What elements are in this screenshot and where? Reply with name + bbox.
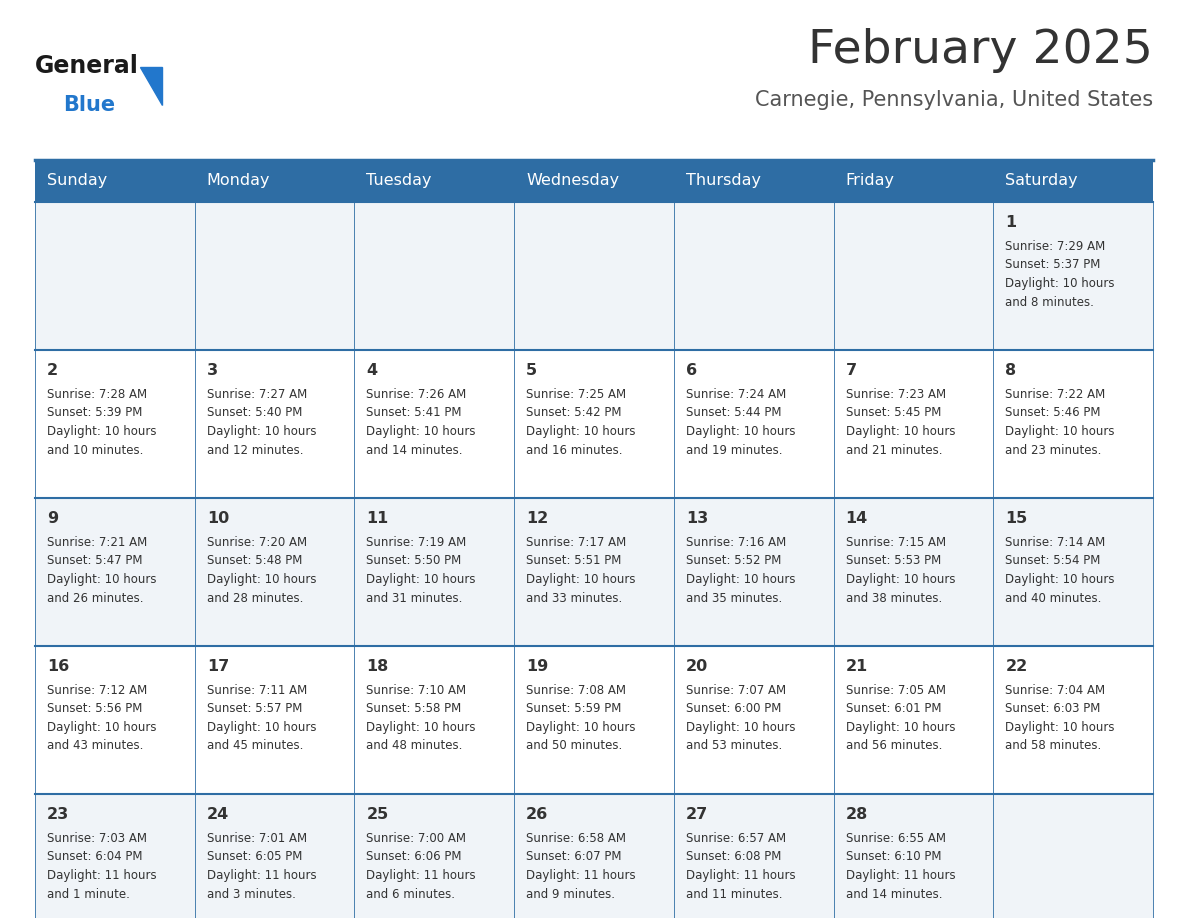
Text: 11: 11 xyxy=(366,511,388,526)
Text: Sunrise: 7:11 AM
Sunset: 5:57 PM
Daylight: 10 hours
and 45 minutes.: Sunrise: 7:11 AM Sunset: 5:57 PM Dayligh… xyxy=(207,684,316,753)
Text: Sunrise: 7:01 AM
Sunset: 6:05 PM
Daylight: 11 hours
and 3 minutes.: Sunrise: 7:01 AM Sunset: 6:05 PM Dayligh… xyxy=(207,832,316,901)
Text: Sunrise: 6:55 AM
Sunset: 6:10 PM
Daylight: 11 hours
and 14 minutes.: Sunrise: 6:55 AM Sunset: 6:10 PM Dayligh… xyxy=(846,832,955,901)
Text: Carnegie, Pennsylvania, United States: Carnegie, Pennsylvania, United States xyxy=(754,90,1154,110)
Text: Sunday: Sunday xyxy=(48,174,107,188)
Bar xyxy=(34,646,1154,794)
Text: General: General xyxy=(34,54,139,78)
Text: 17: 17 xyxy=(207,659,229,674)
Text: 28: 28 xyxy=(846,807,867,822)
Bar xyxy=(34,498,1154,646)
Bar xyxy=(514,160,674,202)
Bar xyxy=(354,160,514,202)
Text: Sunrise: 7:28 AM
Sunset: 5:39 PM
Daylight: 10 hours
and 10 minutes.: Sunrise: 7:28 AM Sunset: 5:39 PM Dayligh… xyxy=(48,388,157,456)
Text: 20: 20 xyxy=(685,659,708,674)
Text: Sunrise: 7:20 AM
Sunset: 5:48 PM
Daylight: 10 hours
and 28 minutes.: Sunrise: 7:20 AM Sunset: 5:48 PM Dayligh… xyxy=(207,536,316,604)
Text: 13: 13 xyxy=(685,511,708,526)
Text: 16: 16 xyxy=(48,659,69,674)
Text: Sunrise: 7:26 AM
Sunset: 5:41 PM
Daylight: 10 hours
and 14 minutes.: Sunrise: 7:26 AM Sunset: 5:41 PM Dayligh… xyxy=(366,388,476,456)
Text: 2: 2 xyxy=(48,363,58,378)
Text: 7: 7 xyxy=(846,363,857,378)
Text: 21: 21 xyxy=(846,659,867,674)
Bar xyxy=(834,160,993,202)
Text: Sunrise: 7:22 AM
Sunset: 5:46 PM
Daylight: 10 hours
and 23 minutes.: Sunrise: 7:22 AM Sunset: 5:46 PM Dayligh… xyxy=(1005,388,1114,456)
Text: 4: 4 xyxy=(366,363,378,378)
Text: Sunrise: 7:08 AM
Sunset: 5:59 PM
Daylight: 10 hours
and 50 minutes.: Sunrise: 7:08 AM Sunset: 5:59 PM Dayligh… xyxy=(526,684,636,753)
Text: Sunrise: 7:17 AM
Sunset: 5:51 PM
Daylight: 10 hours
and 33 minutes.: Sunrise: 7:17 AM Sunset: 5:51 PM Dayligh… xyxy=(526,536,636,604)
Bar xyxy=(195,160,354,202)
Text: 18: 18 xyxy=(366,659,388,674)
Text: Sunrise: 7:04 AM
Sunset: 6:03 PM
Daylight: 10 hours
and 58 minutes.: Sunrise: 7:04 AM Sunset: 6:03 PM Dayligh… xyxy=(1005,684,1114,753)
Bar xyxy=(34,350,1154,498)
Bar xyxy=(34,794,1154,918)
Text: Sunrise: 7:07 AM
Sunset: 6:00 PM
Daylight: 10 hours
and 53 minutes.: Sunrise: 7:07 AM Sunset: 6:00 PM Dayligh… xyxy=(685,684,795,753)
Text: Sunrise: 7:29 AM
Sunset: 5:37 PM
Daylight: 10 hours
and 8 minutes.: Sunrise: 7:29 AM Sunset: 5:37 PM Dayligh… xyxy=(1005,240,1114,308)
Text: Sunrise: 7:21 AM
Sunset: 5:47 PM
Daylight: 10 hours
and 26 minutes.: Sunrise: 7:21 AM Sunset: 5:47 PM Dayligh… xyxy=(48,536,157,604)
Text: 25: 25 xyxy=(366,807,388,822)
Text: 24: 24 xyxy=(207,807,229,822)
Text: Sunrise: 7:24 AM
Sunset: 5:44 PM
Daylight: 10 hours
and 19 minutes.: Sunrise: 7:24 AM Sunset: 5:44 PM Dayligh… xyxy=(685,388,795,456)
Text: 22: 22 xyxy=(1005,659,1028,674)
Text: 26: 26 xyxy=(526,807,549,822)
Text: Sunrise: 7:27 AM
Sunset: 5:40 PM
Daylight: 10 hours
and 12 minutes.: Sunrise: 7:27 AM Sunset: 5:40 PM Dayligh… xyxy=(207,388,316,456)
Text: Sunrise: 7:23 AM
Sunset: 5:45 PM
Daylight: 10 hours
and 21 minutes.: Sunrise: 7:23 AM Sunset: 5:45 PM Dayligh… xyxy=(846,388,955,456)
Text: Sunrise: 7:05 AM
Sunset: 6:01 PM
Daylight: 10 hours
and 56 minutes.: Sunrise: 7:05 AM Sunset: 6:01 PM Dayligh… xyxy=(846,684,955,753)
Bar xyxy=(34,202,1154,350)
Text: 6: 6 xyxy=(685,363,697,378)
Text: 14: 14 xyxy=(846,511,867,526)
Text: Sunrise: 7:14 AM
Sunset: 5:54 PM
Daylight: 10 hours
and 40 minutes.: Sunrise: 7:14 AM Sunset: 5:54 PM Dayligh… xyxy=(1005,536,1114,604)
Text: Sunrise: 7:10 AM
Sunset: 5:58 PM
Daylight: 10 hours
and 48 minutes.: Sunrise: 7:10 AM Sunset: 5:58 PM Dayligh… xyxy=(366,684,476,753)
Text: Friday: Friday xyxy=(846,174,895,188)
Text: 10: 10 xyxy=(207,511,229,526)
Text: Sunrise: 6:58 AM
Sunset: 6:07 PM
Daylight: 11 hours
and 9 minutes.: Sunrise: 6:58 AM Sunset: 6:07 PM Dayligh… xyxy=(526,832,636,901)
Text: Wednesday: Wednesday xyxy=(526,174,619,188)
Bar xyxy=(993,160,1154,202)
Text: Blue: Blue xyxy=(63,95,115,115)
Text: Sunrise: 7:16 AM
Sunset: 5:52 PM
Daylight: 10 hours
and 35 minutes.: Sunrise: 7:16 AM Sunset: 5:52 PM Dayligh… xyxy=(685,536,795,604)
Text: 12: 12 xyxy=(526,511,549,526)
Text: Saturday: Saturday xyxy=(1005,174,1078,188)
Text: Sunrise: 7:03 AM
Sunset: 6:04 PM
Daylight: 11 hours
and 1 minute.: Sunrise: 7:03 AM Sunset: 6:04 PM Dayligh… xyxy=(48,832,157,901)
Text: Sunrise: 7:15 AM
Sunset: 5:53 PM
Daylight: 10 hours
and 38 minutes.: Sunrise: 7:15 AM Sunset: 5:53 PM Dayligh… xyxy=(846,536,955,604)
Text: 1: 1 xyxy=(1005,215,1017,230)
Text: 19: 19 xyxy=(526,659,549,674)
Text: Sunrise: 7:19 AM
Sunset: 5:50 PM
Daylight: 10 hours
and 31 minutes.: Sunrise: 7:19 AM Sunset: 5:50 PM Dayligh… xyxy=(366,536,476,604)
Bar xyxy=(674,160,834,202)
Text: 23: 23 xyxy=(48,807,69,822)
Text: Sunrise: 7:00 AM
Sunset: 6:06 PM
Daylight: 11 hours
and 6 minutes.: Sunrise: 7:00 AM Sunset: 6:06 PM Dayligh… xyxy=(366,832,476,901)
Text: 3: 3 xyxy=(207,363,217,378)
Text: 5: 5 xyxy=(526,363,537,378)
Text: 9: 9 xyxy=(48,511,58,526)
Text: Tuesday: Tuesday xyxy=(366,174,432,188)
Text: Sunrise: 7:12 AM
Sunset: 5:56 PM
Daylight: 10 hours
and 43 minutes.: Sunrise: 7:12 AM Sunset: 5:56 PM Dayligh… xyxy=(48,684,157,753)
Text: 27: 27 xyxy=(685,807,708,822)
Text: Thursday: Thursday xyxy=(685,174,760,188)
Text: Monday: Monday xyxy=(207,174,270,188)
Text: February 2025: February 2025 xyxy=(808,28,1154,73)
Text: Sunrise: 7:25 AM
Sunset: 5:42 PM
Daylight: 10 hours
and 16 minutes.: Sunrise: 7:25 AM Sunset: 5:42 PM Dayligh… xyxy=(526,388,636,456)
Text: 15: 15 xyxy=(1005,511,1028,526)
Text: Sunrise: 6:57 AM
Sunset: 6:08 PM
Daylight: 11 hours
and 11 minutes.: Sunrise: 6:57 AM Sunset: 6:08 PM Dayligh… xyxy=(685,832,796,901)
Bar xyxy=(34,160,195,202)
Polygon shape xyxy=(140,67,162,105)
Text: 8: 8 xyxy=(1005,363,1017,378)
